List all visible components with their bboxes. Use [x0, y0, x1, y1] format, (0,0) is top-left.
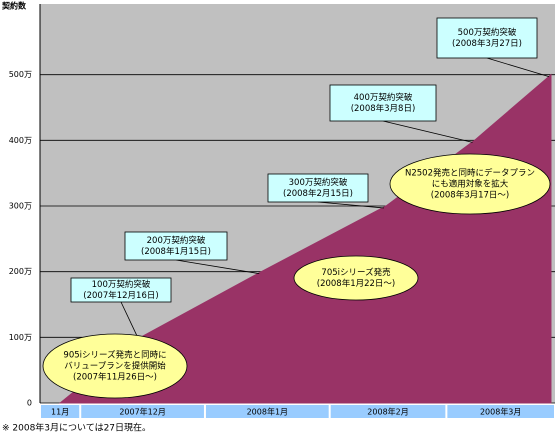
x-band-label: 2008年1月	[247, 407, 288, 417]
x-band-label: 2007年12月	[119, 407, 166, 417]
callout-box	[124, 231, 228, 261]
x-band-label: 2008年3月	[480, 407, 521, 417]
callout-text: 200万契約突破	[147, 235, 206, 246]
callout-ellipse	[389, 153, 551, 215]
callout-text: 905iシリーズ発売と同時に	[63, 350, 166, 361]
leader-line	[382, 120, 473, 143]
callout-text: (2008年3月17日～)	[431, 190, 510, 201]
callout-box	[436, 17, 538, 59]
leader-line	[317, 201, 385, 209]
callout-text: (2008年3月27日)	[452, 38, 522, 49]
y-tick-label: 300万	[9, 202, 32, 211]
y-axis-title: 契約数	[1, 1, 27, 11]
y-tick-label: 100万	[9, 333, 32, 342]
y-tick-label: 0	[27, 399, 32, 408]
y-tick-label: 500万	[9, 70, 32, 79]
x-band-label: 11月	[51, 408, 69, 417]
callout-text: 400万契約突破	[354, 92, 413, 103]
x-band	[330, 405, 446, 418]
x-band	[41, 405, 80, 418]
callout-ellipse	[42, 333, 188, 399]
callout-box	[267, 173, 369, 203]
y-tick-label: 400万	[9, 136, 32, 145]
callout-text: (2008年1月15日)	[141, 246, 211, 257]
callout-text: 500万契約突破	[458, 27, 517, 38]
footnote: ※ 2008年3月については27日現在。	[2, 422, 151, 434]
callout-box	[329, 84, 437, 122]
x-band	[205, 405, 329, 418]
callout-text: N2502発売と同時にデータプラン	[405, 168, 535, 179]
callout-text: (2007年12月16日)	[83, 290, 158, 301]
callout-box	[70, 277, 172, 303]
callout-text: (2007年11月26日～)	[73, 372, 157, 383]
leader-line	[120, 301, 139, 340]
leader-line	[486, 57, 550, 78]
callout-text: 705iシリーズ発売	[321, 267, 391, 278]
x-band	[447, 405, 554, 418]
callout-text: (2008年1月22日～)	[317, 278, 396, 289]
x-band	[81, 405, 204, 418]
leader-line	[175, 259, 260, 275]
callout-text: バリュープランを提供開始	[64, 361, 166, 372]
callout-text: 100万契約突破	[92, 279, 151, 290]
callout-text: 300万契約突破	[289, 177, 348, 188]
callout-text: (2008年3月8日)	[351, 103, 416, 114]
callout-text: (2008年2月15日)	[283, 188, 353, 199]
y-tick-label: 200万	[9, 267, 32, 276]
x-band-label: 2008年2月	[367, 407, 408, 417]
callout-ellipse	[293, 255, 419, 301]
callout-text: にも適用対象を拡大	[432, 179, 509, 190]
